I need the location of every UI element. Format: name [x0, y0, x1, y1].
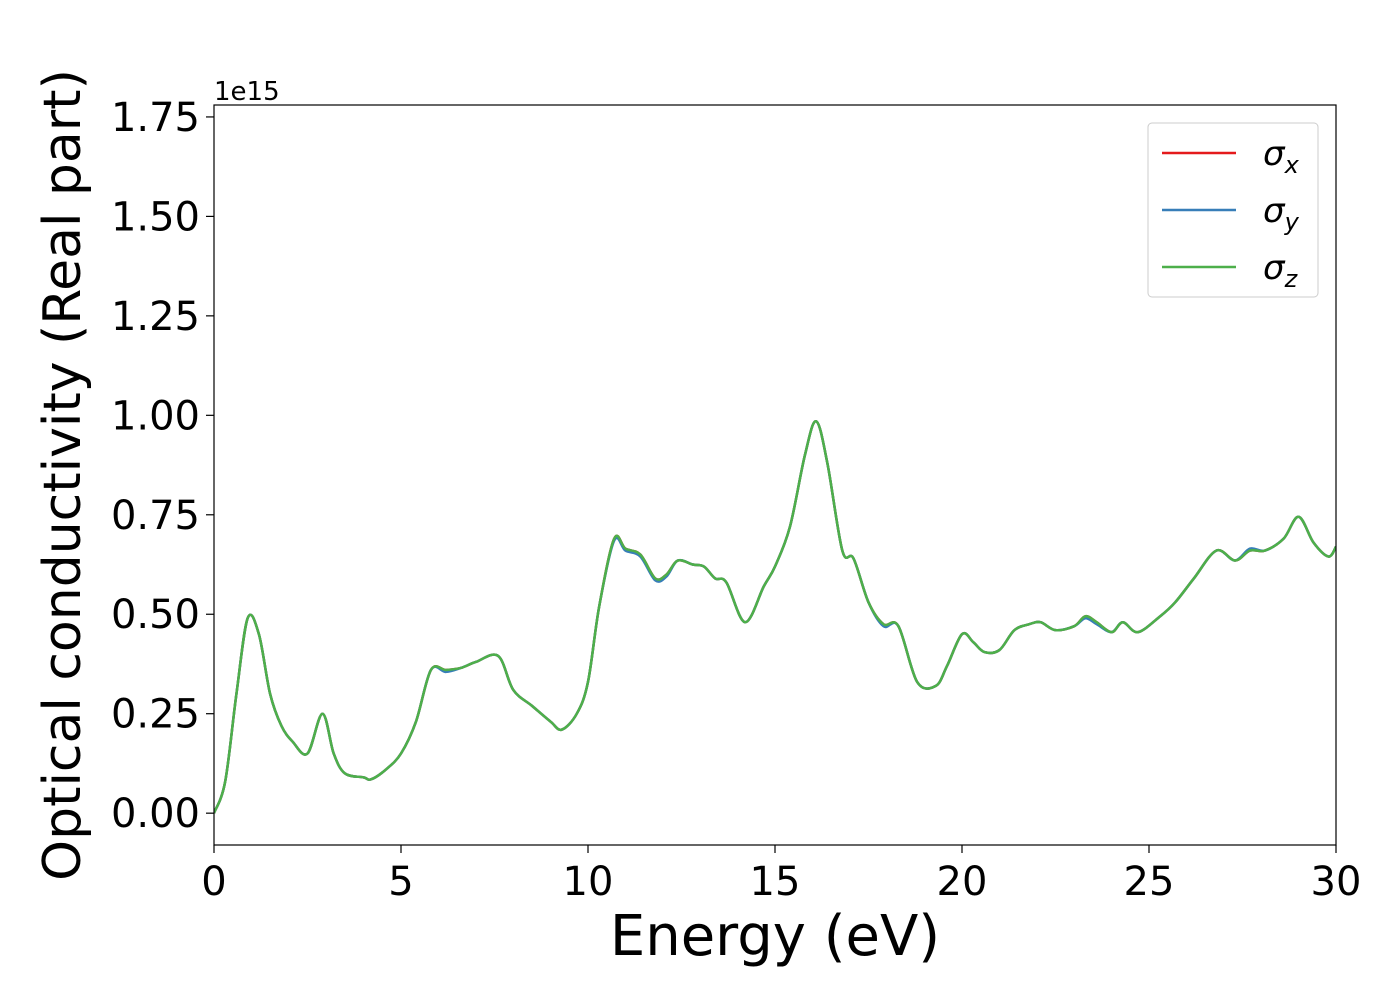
x-tick-label: 10	[563, 859, 614, 905]
legend-label: σz	[1263, 248, 1299, 293]
y-tick-label: 0.00	[111, 791, 200, 837]
x-tick-label: 15	[750, 859, 801, 905]
y-tick-label: 0.25	[111, 692, 200, 738]
x-tick-label: 25	[1124, 859, 1175, 905]
plot-frame	[213, 104, 1337, 846]
y-tick-label: 0.50	[111, 592, 200, 638]
x-tick-label: 30	[1311, 859, 1362, 905]
y-tick-label: 1.00	[111, 393, 200, 439]
y-tick-label: 1.25	[111, 294, 200, 340]
y-offset-label: 1e15	[214, 77, 280, 107]
x-tick-label: 0	[201, 859, 226, 905]
series-line	[214, 420, 1336, 814]
series-line	[214, 420, 1336, 814]
x-tick-label: 20	[937, 859, 988, 905]
y-axis-label: Optical conductivity (Real part)	[33, 69, 93, 881]
y-tick-label: 1.50	[111, 194, 200, 240]
x-axis-label: Energy (eV)	[610, 904, 940, 969]
y-tick-label: 1.75	[111, 95, 200, 141]
y-tick-label: 0.75	[111, 493, 200, 539]
series-line	[214, 420, 1336, 814]
legend-label: σx	[1263, 134, 1300, 179]
x-tick-label: 5	[388, 859, 413, 905]
legend-label: σy	[1263, 191, 1300, 236]
